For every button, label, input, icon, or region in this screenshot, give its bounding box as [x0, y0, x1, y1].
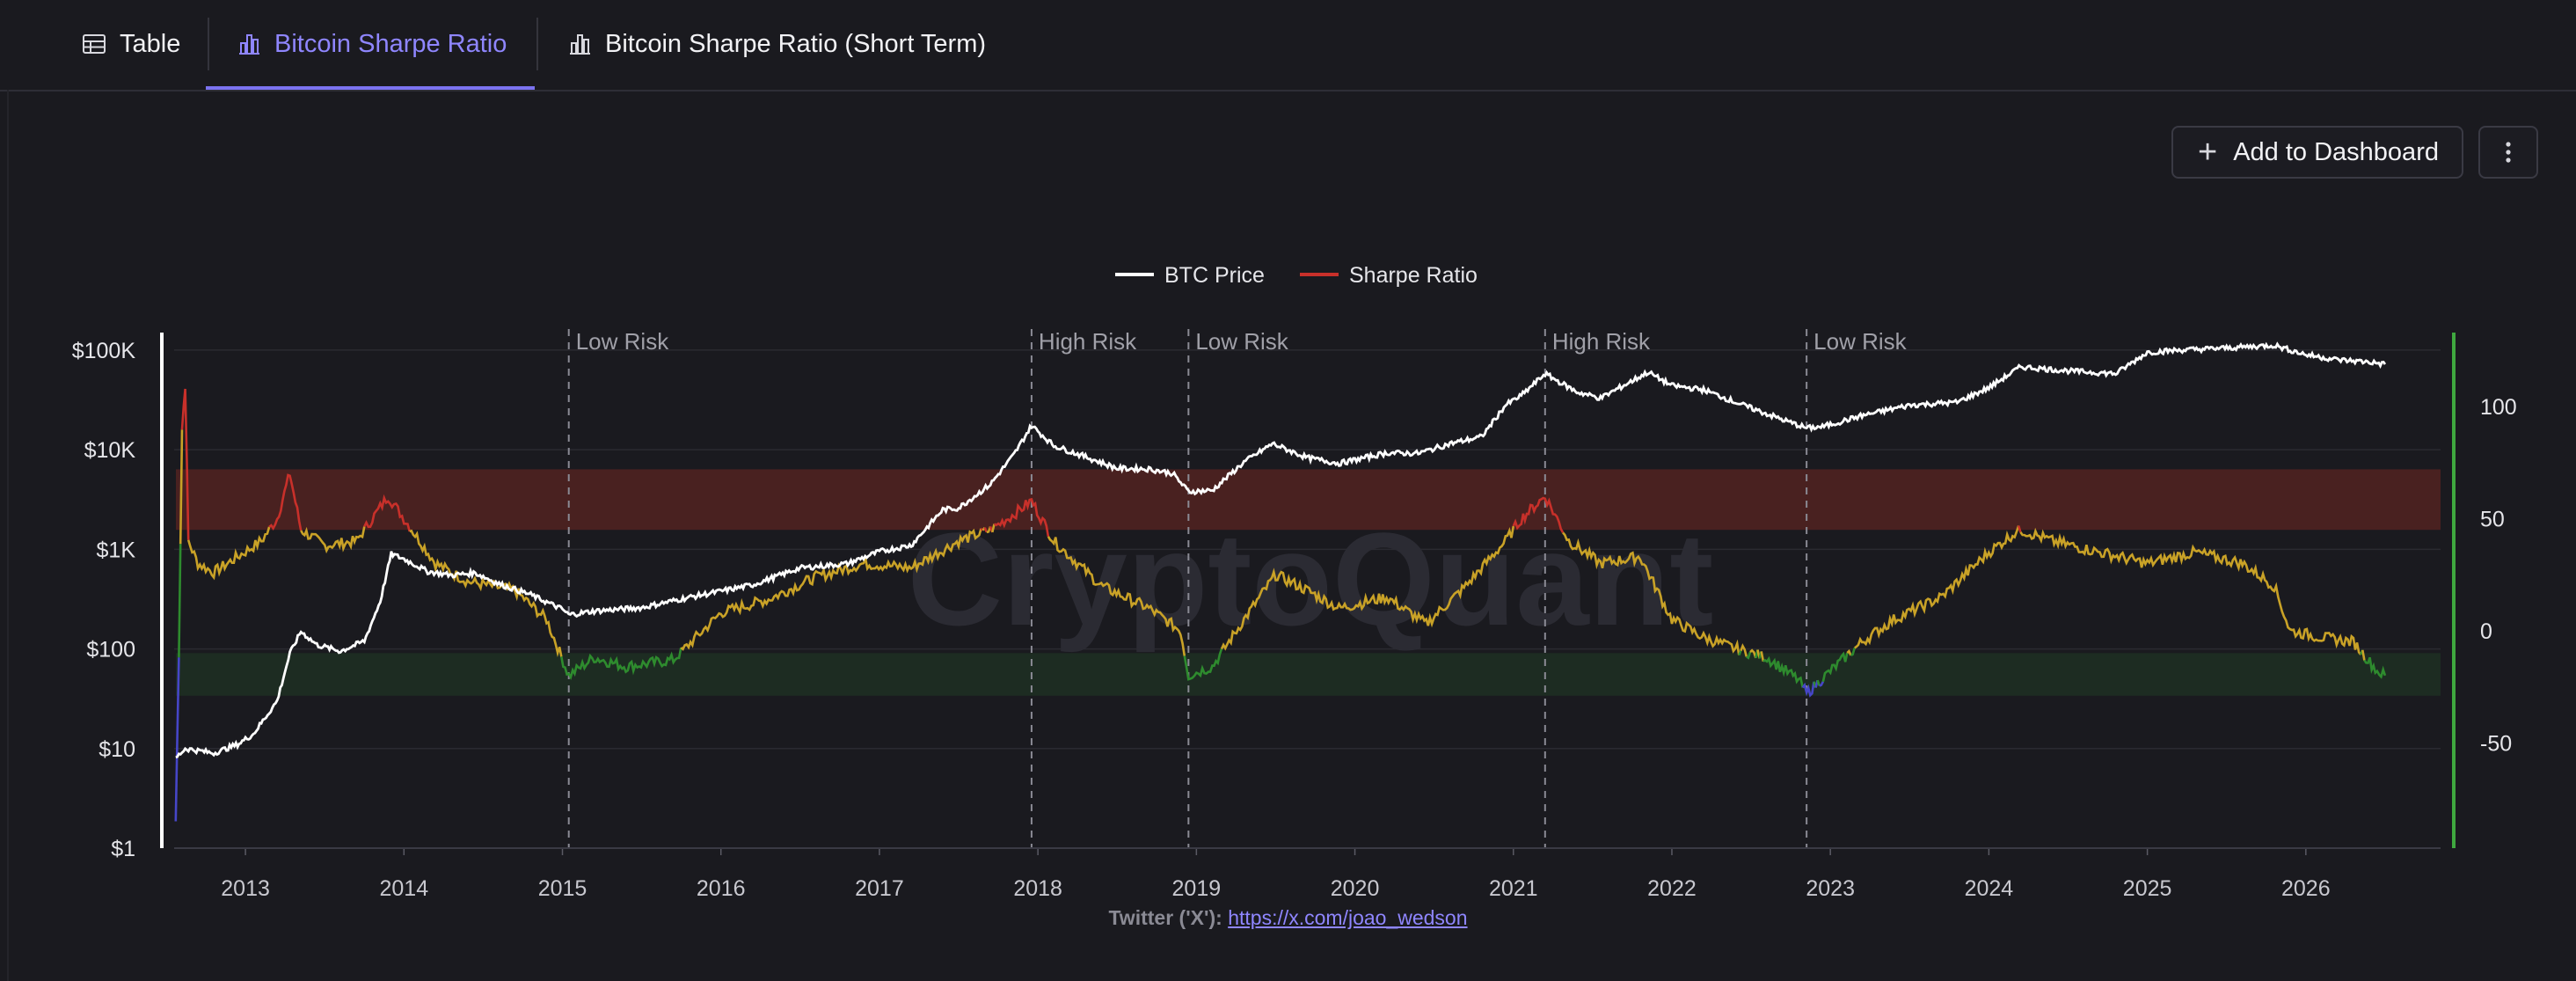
- tab-table-label: Table: [120, 29, 181, 58]
- x-tick-label: 2021: [1489, 876, 1538, 901]
- bar-chart-icon: [239, 34, 259, 55]
- sharpe-ratio-line: [2019, 527, 2362, 655]
- sharpe-ratio-line: [1760, 651, 1765, 662]
- sharpe-ratio-line: [1762, 655, 1804, 688]
- x-tick-label: 2022: [1647, 876, 1697, 901]
- sharpe-ratio-line: [174, 657, 180, 822]
- risk-annotation-label: High Risk: [1039, 328, 1137, 355]
- x-tick-label: 2016: [697, 876, 746, 901]
- add-to-dashboard-button[interactable]: + Add to Dashboard: [2171, 126, 2463, 179]
- sharpe-ratio-line: [2363, 656, 2387, 679]
- cryptoquant-watermark: CryptoQuant: [908, 505, 1714, 653]
- sharpe-ratio-line: [180, 388, 190, 540]
- y-left-tick-label: $1: [111, 837, 135, 861]
- sharpe-ratio-line: [179, 429, 184, 545]
- bar-chart-icon: [570, 34, 590, 55]
- sharpe-ratio-line: [1512, 496, 1565, 534]
- more-options-button[interactable]: [2478, 126, 2538, 179]
- sharpe-ratio-line: [300, 526, 366, 554]
- tab-divider: [208, 18, 209, 70]
- twitter-link[interactable]: https://x.com/joao_wedson: [1228, 906, 1468, 929]
- y-left-tick-label: $100: [86, 638, 135, 663]
- low-risk-band: [176, 653, 2441, 696]
- y-left-tick-label: $1K: [97, 538, 136, 562]
- sharpe-ratio-line: [1183, 648, 1223, 681]
- x-tick-label: 2020: [1331, 876, 1380, 901]
- legend-label: BTC Price: [1164, 263, 1265, 288]
- footer-label: Twitter ('X'):: [1108, 906, 1222, 929]
- y-left-tick-label: $10: [99, 737, 135, 762]
- sharpe-ratio-line: [363, 494, 411, 532]
- sharpe-ratio-line: [409, 529, 563, 658]
- sharpe-ratio-line: [268, 473, 303, 531]
- add-to-dashboard-label: Add to Dashboard: [2233, 137, 2439, 166]
- sharpe-ratio-line: [1850, 648, 1857, 657]
- sharpe-ratio-line: [560, 647, 682, 681]
- sharpe-ratio-line: [1746, 651, 1752, 660]
- tab-bitcoin-sharpe-ratio-label: Bitcoin Sharpe Ratio: [274, 29, 507, 58]
- y-left-tick-label: $10K: [84, 438, 136, 463]
- x-tick-label: 2024: [1965, 876, 2014, 901]
- sharpe-ratio-line: [986, 526, 992, 534]
- x-tick-label: 2026: [2281, 876, 2331, 901]
- sharpe-ratio-line: [178, 544, 182, 658]
- tab-bitcoin-sharpe-ratio[interactable]: Bitcoin Sharpe Ratio: [205, 0, 536, 90]
- plus-icon: +: [2198, 134, 2218, 171]
- sharpe-ratio-line: [1562, 531, 1740, 655]
- sharpe-ratio-line: [991, 523, 996, 533]
- x-tick-label: 2019: [1172, 876, 1222, 901]
- y-left-tick-label: $100K: [72, 339, 136, 363]
- sharpe-ratio-line: [2361, 649, 2366, 661]
- tab-bar: Table Bitcoin Sharpe Ratio Bitcoin Sharp…: [0, 0, 2576, 92]
- sharpe-ratio-line: [983, 527, 988, 533]
- risk-annotation-label: High Risk: [1552, 328, 1651, 355]
- risk-annotation-label: Low Risk: [1195, 328, 1288, 355]
- sharpe-ratio-line: [993, 497, 1050, 538]
- legend-label: Sharpe Ratio: [1349, 263, 1478, 288]
- sharpe-ratio-line: [1846, 648, 1852, 656]
- x-tick-label: 2015: [538, 876, 587, 901]
- sharpe-ratio-line: [2017, 525, 2022, 533]
- sharpe-ratio-line: [1740, 643, 1748, 657]
- sharpe-ratio-line: [1821, 651, 1849, 683]
- x-tick-label: 2013: [221, 876, 270, 901]
- panel-left-border: [7, 90, 9, 981]
- x-tick-label: 2023: [1806, 876, 1855, 901]
- y-right-tick-label: -50: [2480, 731, 2512, 756]
- tab-divider: [536, 18, 538, 70]
- tab-bitcoin-sharpe-ratio-short-term-label: Bitcoin Sharpe Ratio (Short Term): [605, 29, 987, 58]
- tab-table[interactable]: Table: [81, 0, 180, 88]
- sharpe-ratio-line: [1801, 681, 1815, 698]
- sharpe-ratio-line: [1738, 650, 1742, 656]
- risk-annotation-label: Low Risk: [576, 328, 669, 355]
- y-right-tick-label: 100: [2480, 395, 2517, 420]
- sharpe-ratio-line: [186, 526, 271, 581]
- x-tick-label: 2025: [2123, 876, 2172, 901]
- sharpe-ratio-line: [1047, 536, 1186, 656]
- high-risk-band: [176, 469, 2441, 531]
- chart-footer: Twitter ('X'): https://x.com/joao_wedson: [0, 906, 2576, 930]
- vertical-ellipsis-icon: [2506, 142, 2511, 163]
- sharpe-ratio-line: [1220, 525, 1515, 651]
- y-right-tick-label: 0: [2480, 619, 2492, 644]
- sharpe-ratio-line: [1854, 525, 2020, 649]
- btc-price-line: [175, 341, 2387, 758]
- table-icon: [83, 34, 106, 54]
- sharpe-ratio-line: [1819, 681, 1825, 687]
- x-tick-label: 2018: [1013, 876, 1062, 901]
- y-right-tick-label: 50: [2480, 507, 2505, 531]
- risk-annotation-label: Low Risk: [1813, 328, 1907, 355]
- tab-bitcoin-sharpe-ratio-short-term[interactable]: Bitcoin Sharpe Ratio (Short Term): [566, 0, 986, 88]
- x-tick-label: 2017: [855, 876, 904, 901]
- x-tick-label: 2014: [379, 876, 428, 901]
- sharpe-ratio-line: [680, 528, 982, 651]
- sharpe-ratio-line: [1749, 648, 1757, 659]
